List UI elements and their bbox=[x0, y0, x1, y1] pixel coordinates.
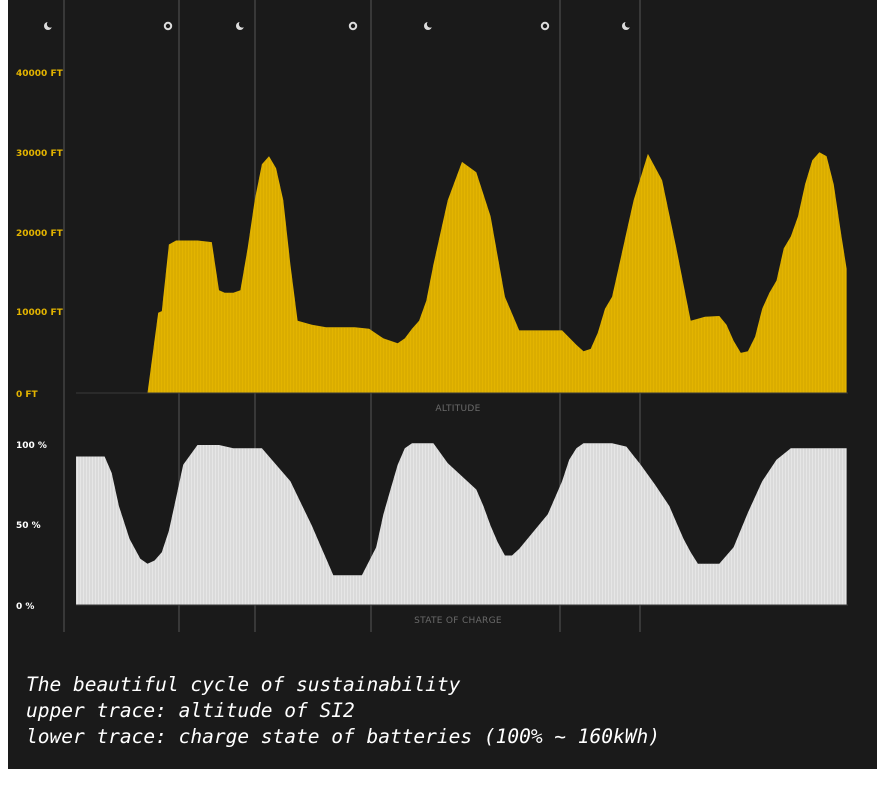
moon-icon-cutout bbox=[426, 20, 434, 28]
moon-icon-7 bbox=[622, 20, 632, 30]
caption-line-3: lower trace: charge state of batteries (… bbox=[26, 725, 660, 748]
y-tick-label: 0 FT bbox=[16, 390, 39, 400]
caption-line-2: upper trace: altitude of SI2 bbox=[26, 699, 355, 722]
moon-icon-cutout bbox=[238, 20, 246, 28]
series-area-charge bbox=[76, 443, 847, 605]
moon-icon-cutout bbox=[624, 20, 632, 28]
y-tick-label: 20000 FT bbox=[16, 229, 64, 239]
axis-label: ALTITUDE bbox=[435, 404, 480, 414]
sun-icon-2 bbox=[163, 21, 173, 31]
y-tick-label: 10000 FT bbox=[16, 308, 64, 318]
caption-line-1: The beautiful cycle of sustainability bbox=[26, 673, 461, 696]
y-tick-label: 50 % bbox=[16, 521, 41, 531]
sun-icon bbox=[163, 21, 173, 31]
charts-container: 0 FT 10000 FT 20000 FT 30000 FT 40000 FT ALTI… bbox=[8, 0, 877, 632]
sun-icon bbox=[348, 21, 358, 31]
sun-icon-4 bbox=[348, 21, 358, 31]
series-area-altitude bbox=[76, 152, 847, 393]
moon-icon-1 bbox=[44, 20, 54, 30]
chart-svg: 0 FT 10000 FT 20000 FT 30000 FT 40000 FT ALTI… bbox=[16, 0, 848, 632]
sun-icon-6 bbox=[540, 21, 550, 31]
y-tick-label: 40000 FT bbox=[16, 69, 64, 79]
moon-icon-3 bbox=[236, 20, 246, 30]
y-tick-label: 0 % bbox=[16, 602, 34, 612]
sun-icon bbox=[540, 21, 550, 31]
y-tick-label: 100 % bbox=[16, 441, 47, 451]
moon-icon-cutout bbox=[46, 20, 54, 28]
caption: The beautiful cycle of sustainability up… bbox=[26, 672, 660, 750]
moon-icon-5 bbox=[424, 20, 434, 30]
axis-label: STATE OF CHARGE bbox=[414, 616, 502, 626]
y-tick-label: 30000 FT bbox=[16, 149, 64, 159]
